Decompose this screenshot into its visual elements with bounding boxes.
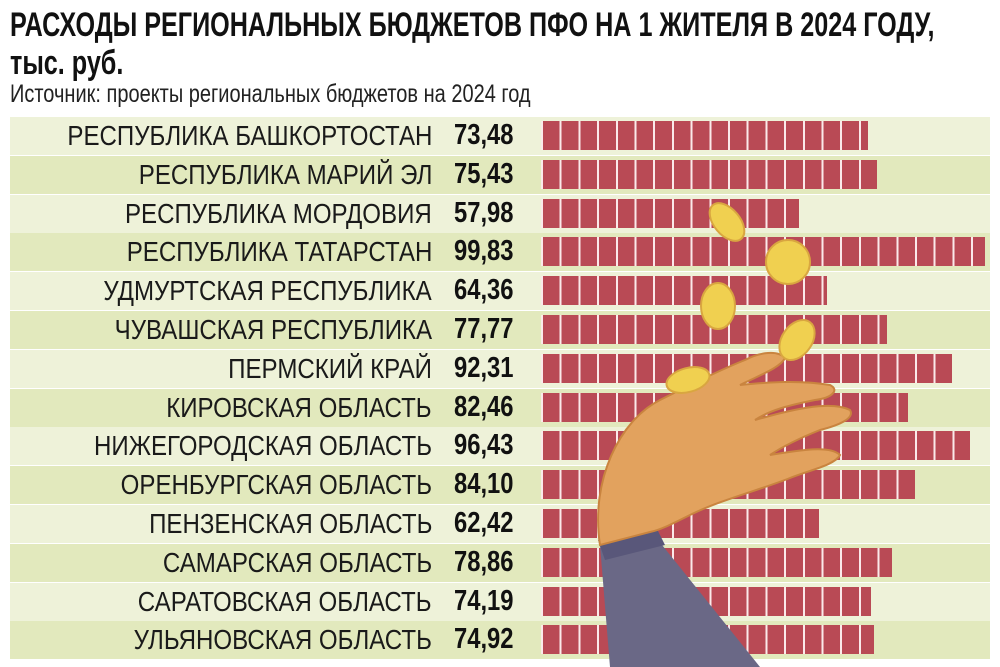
chart-source: Источник: проекты региональных бюджетов …: [10, 80, 531, 108]
category-label: САМАРСКАЯ ОБЛАСТЬ: [162, 546, 432, 578]
category-label: КИРОВСКАЯ ОБЛАСТЬ: [166, 391, 432, 423]
category-label: НИЖЕГОРОДСКАЯ ОБЛАСТЬ: [94, 430, 432, 462]
bar: [541, 547, 892, 577]
bar-row: САРАТОВСКАЯ ОБЛАСТЬ 74,19: [10, 582, 990, 621]
category-label: РЕСПУБЛИКА ТАТАРСТАН: [126, 236, 432, 268]
value-label: 99,83: [454, 235, 514, 268]
bar-row: УДМУРТСКАЯ РЕСПУБЛИКА 64,36: [10, 272, 990, 311]
bar-row: РЕСПУБЛИКА БАШКОРТОСТАН 73,48: [10, 117, 990, 155]
bar: [541, 625, 875, 655]
category-label: САРАТОВСКАЯ ОБЛАСТЬ: [138, 585, 432, 617]
bar: [541, 121, 868, 150]
bar-row: ЧУВАШСКАЯ РЕСПУБЛИКА 77,77: [10, 311, 990, 349]
category-label: УЛЬЯНОВСКАЯ ОБЛАСТЬ: [133, 624, 432, 656]
category-label: РЕСПУБЛИКА БАШКОРТОСТАН: [67, 120, 432, 151]
bar: [541, 276, 828, 306]
bar-row: ПЕРМСКИЙ КРАЙ 92,31: [10, 349, 990, 388]
bar-row: ОРЕНБУРГСКАЯ ОБЛАСТЬ 84,10: [10, 466, 990, 505]
bar: [541, 509, 819, 538]
category-label: УДМУРТСКАЯ РЕСПУБЛИКА: [103, 275, 432, 307]
bar: [541, 586, 872, 616]
value-label: 92,31: [454, 351, 514, 384]
category-label: РЕСПУБЛИКА МОРДОВИЯ: [125, 197, 432, 229]
value-label: 57,98: [454, 196, 514, 229]
value-label: 78,86: [454, 545, 514, 578]
value-label: 84,10: [454, 468, 514, 501]
bar: [541, 431, 971, 461]
category-label: ПЕНЗЕНСКАЯ ОБЛАСТЬ: [148, 508, 432, 539]
category-label: РЕСПУБЛИКА МАРИЙ ЭЛ: [138, 158, 432, 190]
bar: [541, 159, 877, 189]
chart-title: РАСХОДЫ РЕГИОНАЛЬНЫХ БЮДЖЕТОВ ПФО НА 1 Ж…: [10, 6, 935, 44]
category-label: ЧУВАШСКАЯ РЕСПУБЛИКА: [114, 314, 432, 345]
bar-row: НИЖЕГОРОДСКАЯ ОБЛАСТЬ 96,43: [10, 427, 990, 466]
value-label: 82,46: [454, 390, 514, 423]
bar-row: РЕСПУБЛИКА МОРДОВИЯ 57,98: [10, 194, 990, 233]
value-label: 74,19: [454, 584, 514, 617]
value-label: 96,43: [454, 429, 514, 462]
bar-row: РЕСПУБЛИКА МАРИЙ ЭЛ 75,43: [10, 155, 990, 194]
bar-row: УЛЬЯНОВСКАЯ ОБЛАСТЬ 74,92: [10, 621, 990, 660]
value-label: 73,48: [454, 119, 514, 151]
value-label: 77,77: [454, 313, 514, 345]
value-label: 64,36: [454, 274, 514, 307]
bar: [541, 198, 799, 228]
bar-row: КИРОВСКАЯ ОБЛАСТЬ 82,46: [10, 388, 990, 427]
bar-row: САМАРСКАЯ ОБЛАСТЬ 78,86: [10, 543, 990, 582]
bar-row: ПЕНЗЕНСКАЯ ОБЛАСТЬ 62,42: [10, 505, 990, 543]
bar: [541, 353, 952, 383]
value-label: 75,43: [454, 157, 514, 190]
bar: [541, 392, 908, 422]
bar-row: РЕСПУБЛИКА ТАТАРСТАН 99,83: [10, 233, 990, 272]
value-label: 74,92: [454, 623, 514, 656]
bar: [541, 315, 888, 344]
bar: [541, 237, 986, 267]
category-label: ОРЕНБУРГСКАЯ ОБЛАСТЬ: [120, 469, 432, 501]
category-label: ПЕРМСКИЙ КРАЙ: [228, 352, 432, 384]
chart-title-unit: тыс. руб.: [10, 44, 124, 82]
value-label: 62,42: [454, 507, 514, 539]
bar: [541, 470, 916, 500]
